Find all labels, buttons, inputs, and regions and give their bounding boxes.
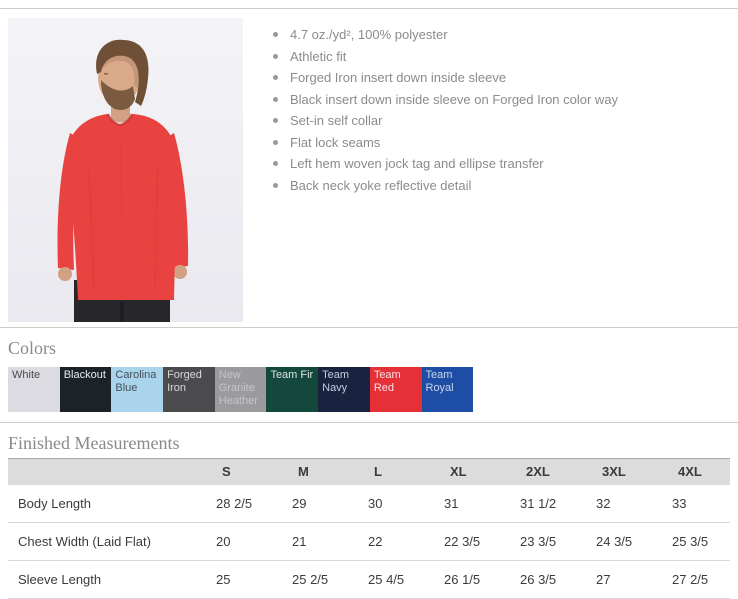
measurement-value: 26 1/5 — [426, 560, 502, 599]
row-label: Sleeve Length — [8, 560, 198, 599]
measurements-table: S M L XL 2XL 3XL 4XL Body Length 28 2/5 … — [8, 458, 730, 599]
measurement-value: 29 — [274, 484, 350, 523]
color-swatch-blackout[interactable]: Blackout — [59, 367, 112, 412]
top-divider — [0, 8, 738, 9]
feature-item: Forged Iron insert down inside sleeve — [271, 67, 618, 89]
feature-list-container: 4.7 oz./yd², 100% polyester Athletic fit… — [271, 18, 618, 322]
size-header: XL — [426, 458, 502, 485]
size-header: L — [350, 458, 426, 485]
measurement-value: 30 — [350, 484, 426, 523]
measurement-value: 24 3/5 — [578, 522, 654, 561]
colors-heading: Colors — [8, 338, 57, 358]
table-row-chest-width: Chest Width (Laid Flat) 20 21 22 22 3/5 … — [8, 522, 730, 561]
colors-divider — [0, 327, 738, 328]
row-label: Chest Width (Laid Flat) — [8, 522, 198, 561]
measurement-value: 31 — [426, 484, 502, 523]
feature-item: Back neck yoke reflective detail — [271, 175, 618, 197]
feature-item: 4.7 oz./yd², 100% polyester — [271, 24, 618, 46]
measurement-value: 27 2/5 — [654, 560, 730, 599]
measurement-value: 23 3/5 — [502, 522, 578, 561]
product-photo[interactable] — [8, 18, 243, 322]
measurements-divider — [0, 422, 738, 423]
measurement-value: 22 3/5 — [426, 522, 502, 561]
swatch-label: Team Navy — [322, 369, 350, 394]
measurement-value: 33 — [654, 484, 730, 523]
measurement-value: 25 3/5 — [654, 522, 730, 561]
size-header-blank — [8, 458, 198, 485]
color-swatch-team-navy[interactable]: Team Navy — [318, 367, 370, 412]
feature-item: Left hem woven jock tag and ellipse tran… — [271, 153, 618, 175]
swatch-label: Carolina Blue — [115, 369, 157, 394]
swatch-label: White — [12, 369, 41, 381]
color-swatch-forged-iron[interactable]: Forged Iron — [163, 367, 215, 412]
measurement-value: 32 — [578, 484, 654, 523]
measurement-value: 31 1/2 — [502, 484, 578, 523]
measurement-value: 22 — [350, 522, 426, 561]
size-header: S — [198, 458, 274, 485]
measurement-value: 20 — [198, 522, 274, 561]
measurement-value: 21 — [274, 522, 350, 561]
feature-list: 4.7 oz./yd², 100% polyester Athletic fit… — [271, 24, 618, 196]
measurement-value: 27 — [578, 560, 654, 599]
swatch-label: New Granite Heather — [218, 369, 258, 407]
color-swatch-row: White Blackout Carolina Blue Forged Iron… — [8, 367, 738, 412]
measurement-value: 25 4/5 — [350, 560, 426, 599]
feature-item: Athletic fit — [271, 46, 618, 68]
model-red-shirt-image — [8, 18, 243, 322]
table-row-body-length: Body Length 28 2/5 29 30 31 31 1/2 32 33 — [8, 484, 730, 523]
measurement-value: 25 2/5 — [274, 560, 350, 599]
color-swatch-team-red[interactable]: Team Red — [369, 367, 422, 412]
swatch-label: Forged Iron — [167, 369, 202, 394]
color-swatch-team-royal[interactable]: Team Royal — [421, 367, 474, 412]
measurement-value: 28 2/5 — [198, 484, 274, 523]
product-section: 4.7 oz./yd², 100% polyester Athletic fit… — [0, 9, 738, 322]
size-header: 2XL — [502, 458, 578, 485]
color-swatch-white[interactable]: White — [8, 367, 60, 412]
finished-measurements-heading: Finished Measurements — [8, 433, 180, 453]
measurement-value: 25 — [198, 560, 274, 599]
color-swatch-new-granite-heather[interactable]: New Granite Heather — [214, 367, 267, 412]
size-header: 4XL — [654, 458, 730, 485]
size-header: 3XL — [578, 458, 654, 485]
swatch-label: Team Royal — [425, 369, 454, 394]
swatch-label: Team Red — [373, 369, 401, 394]
color-swatch-team-fir[interactable]: Team Fir — [266, 367, 319, 412]
measurements-header-row: S M L XL 2XL 3XL 4XL — [8, 458, 730, 485]
color-swatch-carolina-blue[interactable]: Carolina Blue — [111, 367, 164, 412]
row-label: Body Length — [8, 484, 198, 523]
feature-item: Set-in self collar — [271, 110, 618, 132]
size-header: M — [274, 458, 350, 485]
feature-item: Flat lock seams — [271, 132, 618, 154]
swatch-label: Team Fir — [270, 369, 314, 381]
table-row-sleeve-length: Sleeve Length 25 25 2/5 25 4/5 26 1/5 26… — [8, 560, 730, 599]
measurement-value: 26 3/5 — [502, 560, 578, 599]
feature-item: Black insert down inside sleeve on Forge… — [271, 89, 618, 111]
swatch-label: Blackout — [63, 369, 106, 381]
